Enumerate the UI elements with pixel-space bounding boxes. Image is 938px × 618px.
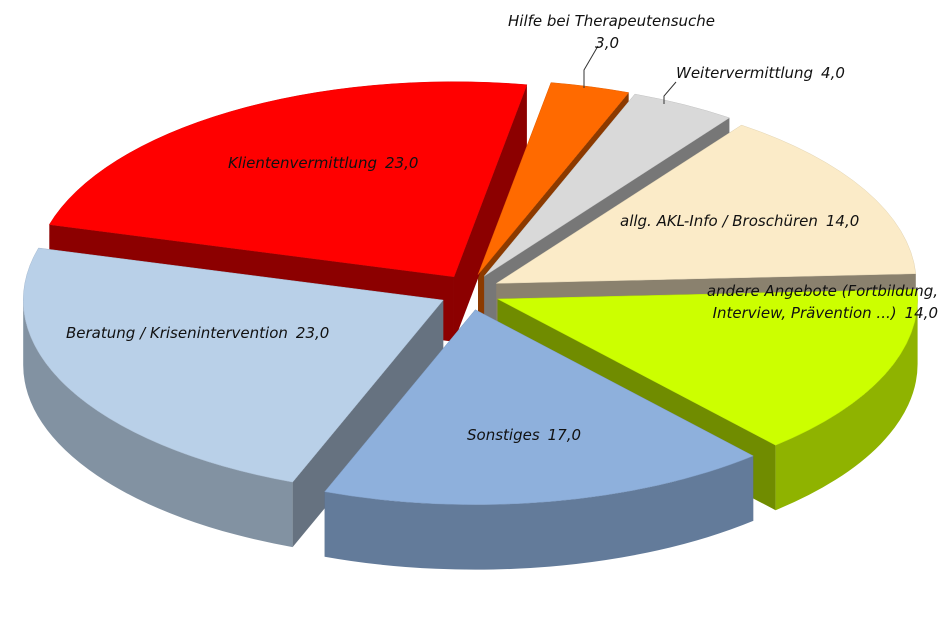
slice bbox=[477, 82, 630, 275]
leader-line bbox=[663, 81, 677, 104]
category-label: allg. AKL-Info / Broschüren bbox=[620, 212, 818, 230]
category-label: Klientenvermittlung bbox=[228, 154, 378, 172]
category-label: andere Angebote (Fortbildung, Interview,… bbox=[706, 282, 938, 322]
slice-tops bbox=[23, 81, 918, 505]
slice bbox=[324, 309, 754, 505]
category-label: Weitervermittlung bbox=[676, 64, 814, 82]
slice-label: Sonstiges 17,0 bbox=[467, 424, 581, 446]
value-label: 23,0 bbox=[385, 154, 419, 172]
value-label: 23,0 bbox=[295, 324, 330, 342]
slice-side bbox=[775, 299, 918, 511]
slice-label: Beratung / Krisenintervention 23,0 bbox=[66, 322, 329, 344]
slice bbox=[496, 289, 918, 446]
value-label: 3,0 bbox=[595, 34, 620, 52]
value-label: 17,0 bbox=[547, 426, 582, 444]
slice-wall bbox=[453, 84, 527, 342]
slice bbox=[484, 93, 730, 277]
value-label: 14,0 bbox=[825, 212, 860, 230]
slice-label: Hilfe bei Therapeutensuche 3,0 bbox=[508, 10, 715, 54]
slice bbox=[23, 247, 444, 483]
leader-line bbox=[583, 45, 599, 88]
slice-side bbox=[324, 455, 754, 570]
value-label: 14,0 bbox=[904, 304, 938, 322]
category-label: Beratung / Krisenintervention bbox=[66, 324, 288, 342]
category-label: Hilfe bei Therapeutensuche bbox=[508, 12, 716, 30]
slice-label: Klientenvermittlung 23,0 bbox=[228, 152, 418, 174]
value-label: 4,0 bbox=[821, 64, 845, 82]
slice-label: andere Angebote (Fortbildung, Interview,… bbox=[668, 280, 938, 324]
category-label: Sonstiges bbox=[467, 426, 540, 444]
slice bbox=[495, 124, 917, 284]
slice-side bbox=[23, 300, 293, 548]
slice-label: Weitervermittlung 4,0 bbox=[676, 62, 845, 84]
slice bbox=[48, 81, 528, 278]
slice-label: allg. AKL-Info / Broschüren 14,0 bbox=[620, 210, 859, 232]
